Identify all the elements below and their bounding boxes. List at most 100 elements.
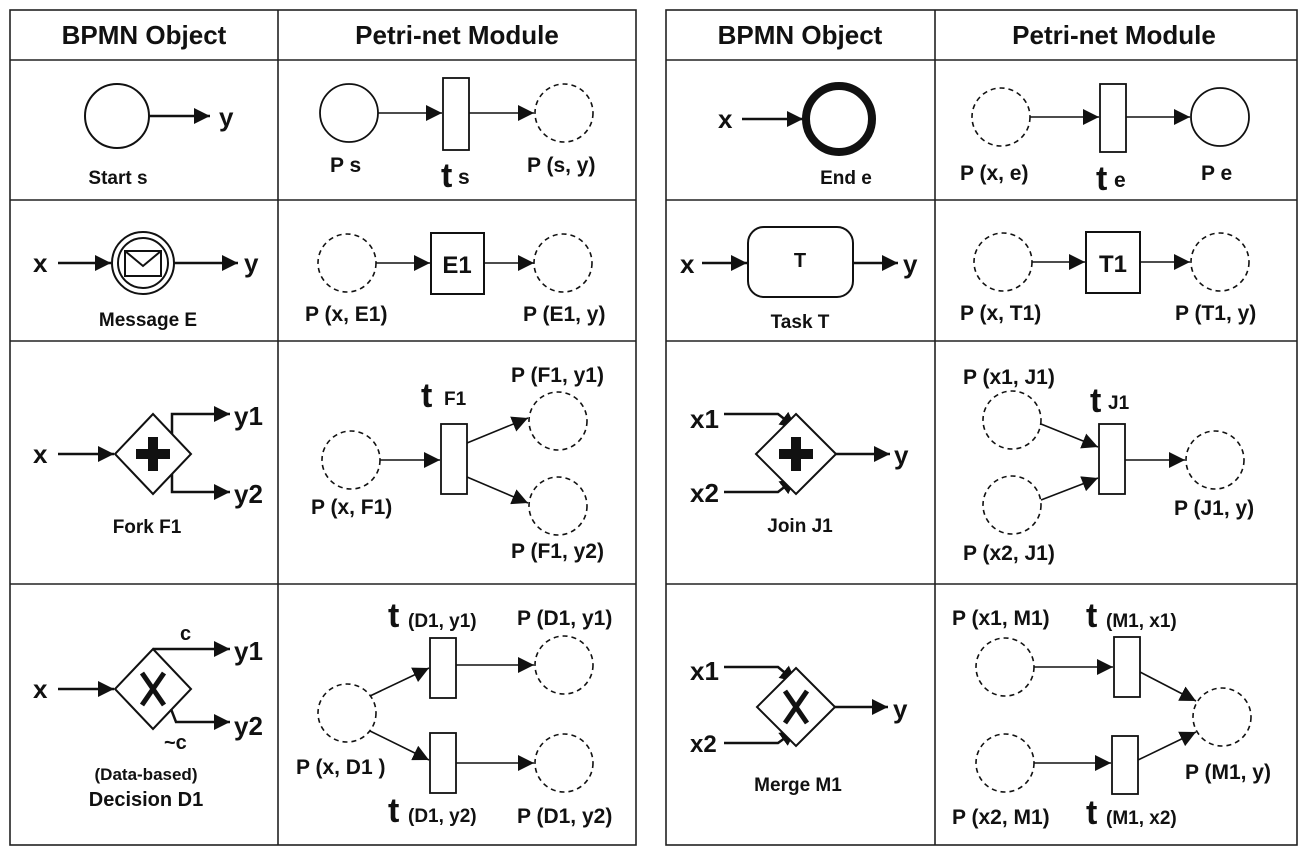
- label-transition-sub: e: [1114, 169, 1126, 192]
- label-place: P e: [1201, 162, 1232, 185]
- label-y2: y2: [234, 479, 263, 509]
- caption-task: Task T: [771, 312, 830, 333]
- transition-icon: [1099, 83, 1127, 153]
- row-merge-bpmn: x1 x2 y Merge M1: [690, 656, 908, 796]
- label-transition-sub: (D1, y2): [408, 806, 477, 827]
- place-dashed-icon: [317, 683, 377, 743]
- label-task: T: [794, 250, 806, 272]
- label-place: P (x1, J1): [963, 366, 1055, 389]
- label-transition-box: T1: [1099, 251, 1127, 278]
- caption-message: Message E: [99, 310, 197, 331]
- label-place: P (D1, y1): [517, 607, 612, 630]
- place-dashed-icon: [982, 475, 1042, 535]
- label-place: P (J1, y): [1174, 497, 1254, 520]
- label-transition-sub: (M1, x1): [1106, 611, 1177, 632]
- label-transition: t: [441, 157, 452, 195]
- left-table: BPMN Object Petri-net Module y Start s P…: [9, 9, 637, 846]
- row-task-petri: T1 P (x, T1) P (T1, y): [960, 231, 1256, 325]
- caption-decision-qualifier: (Data-based): [95, 765, 198, 784]
- row-end-petri: P (x, e) t e P e: [960, 83, 1250, 198]
- label-place: P (x, e): [960, 162, 1028, 185]
- place-dashed-icon: [534, 635, 594, 695]
- flow-arrow: [170, 406, 230, 434]
- caption-join: Join J1: [767, 516, 833, 537]
- label-place: P (x2, M1): [952, 806, 1050, 829]
- label-place: P (x, F1): [311, 496, 392, 519]
- transition-icon: [1098, 423, 1126, 495]
- left-table-border: [9, 9, 637, 846]
- transition-icon: [429, 637, 457, 699]
- caption-end: End e: [820, 168, 872, 189]
- plus-icon: [791, 437, 801, 471]
- envelope-flap-icon: [124, 250, 162, 268]
- transition-icon: [1111, 735, 1139, 795]
- place-dashed-icon: [973, 232, 1033, 292]
- label-y1: y1: [234, 636, 263, 666]
- arc: [1137, 731, 1197, 761]
- label-transition: t: [1086, 597, 1097, 635]
- label-x: x: [33, 439, 48, 469]
- label-transition-sub: (D1, y1): [408, 611, 477, 632]
- label-y: y: [244, 248, 259, 278]
- right-table-border: [665, 9, 1298, 846]
- label-transition: t: [1096, 160, 1107, 198]
- place-dashed-icon: [971, 87, 1031, 147]
- label-transition: t: [388, 792, 399, 830]
- transition-icon: [429, 732, 457, 794]
- label-x: x: [33, 248, 48, 278]
- row-message-petri: E1 P (x, E1) P (E1, y): [305, 232, 605, 326]
- label-place: P (x2, J1): [963, 542, 1055, 565]
- left-header-bpmn: BPMN Object: [62, 20, 227, 50]
- label-place: P (x, D1 ): [296, 756, 385, 779]
- arc: [369, 667, 430, 697]
- label-condition: c: [180, 623, 191, 645]
- label-not-condition: ~c: [164, 732, 187, 754]
- place-dashed-icon: [534, 733, 594, 793]
- label-place: P (F1, y2): [511, 540, 604, 563]
- row-merge-petri: P (x1, M1) t (M1, x1) P (M1, y) P (x2, M…: [952, 597, 1271, 832]
- start-event-icon: [84, 83, 150, 149]
- x-mark-icon: [139, 671, 167, 707]
- place-icon: [1190, 87, 1250, 147]
- place-dashed-icon: [975, 733, 1035, 793]
- label-y: y: [893, 694, 908, 724]
- label-transition-box: E1: [442, 252, 471, 279]
- row-start-bpmn: y Start s: [84, 83, 234, 189]
- place-dashed-icon: [1192, 687, 1252, 747]
- arc: [369, 730, 430, 761]
- arc: [1040, 423, 1099, 449]
- caption-decision: Decision D1: [89, 789, 203, 811]
- place-dashed-icon: [528, 391, 588, 451]
- label-x1: x1: [690, 656, 719, 686]
- place-dashed-icon: [321, 430, 381, 490]
- row-end-bpmn: x End e: [718, 82, 876, 189]
- label-place: P (x, E1): [305, 303, 387, 326]
- label-y1: y1: [234, 401, 263, 431]
- arc: [1040, 476, 1099, 501]
- place-dashed-icon: [528, 476, 588, 536]
- x-mark-icon: [782, 689, 810, 725]
- place-icon: [319, 83, 379, 143]
- caption-start: Start s: [88, 168, 147, 189]
- place-dashed-icon: [982, 390, 1042, 450]
- transition-icon: [442, 77, 470, 151]
- label-transition-sub: (M1, x2): [1106, 808, 1177, 829]
- row-join-bpmn: x1 x2 y Join J1: [690, 404, 909, 537]
- transition-icon: [1113, 636, 1141, 698]
- label-transition: t: [388, 597, 399, 635]
- label-place: P (x, T1): [960, 302, 1041, 325]
- transition-icon: [440, 423, 468, 495]
- row-fork-petri: t F1 P (F1, y1) P (x, F1) P (F1, y2): [311, 364, 604, 563]
- arc: [1139, 671, 1197, 702]
- label-x2: x2: [690, 478, 719, 508]
- label-y2: y2: [234, 711, 263, 741]
- place-dashed-icon: [975, 637, 1035, 697]
- label-x: x: [680, 249, 695, 279]
- label-y: y: [903, 249, 918, 279]
- caption-fork: Fork F1: [113, 517, 182, 538]
- row-join-petri: P (x1, J1) t J1 P (J1, y) P (x2, J1): [963, 366, 1254, 565]
- label-place: P s: [330, 154, 361, 177]
- label-x1: x1: [690, 404, 719, 434]
